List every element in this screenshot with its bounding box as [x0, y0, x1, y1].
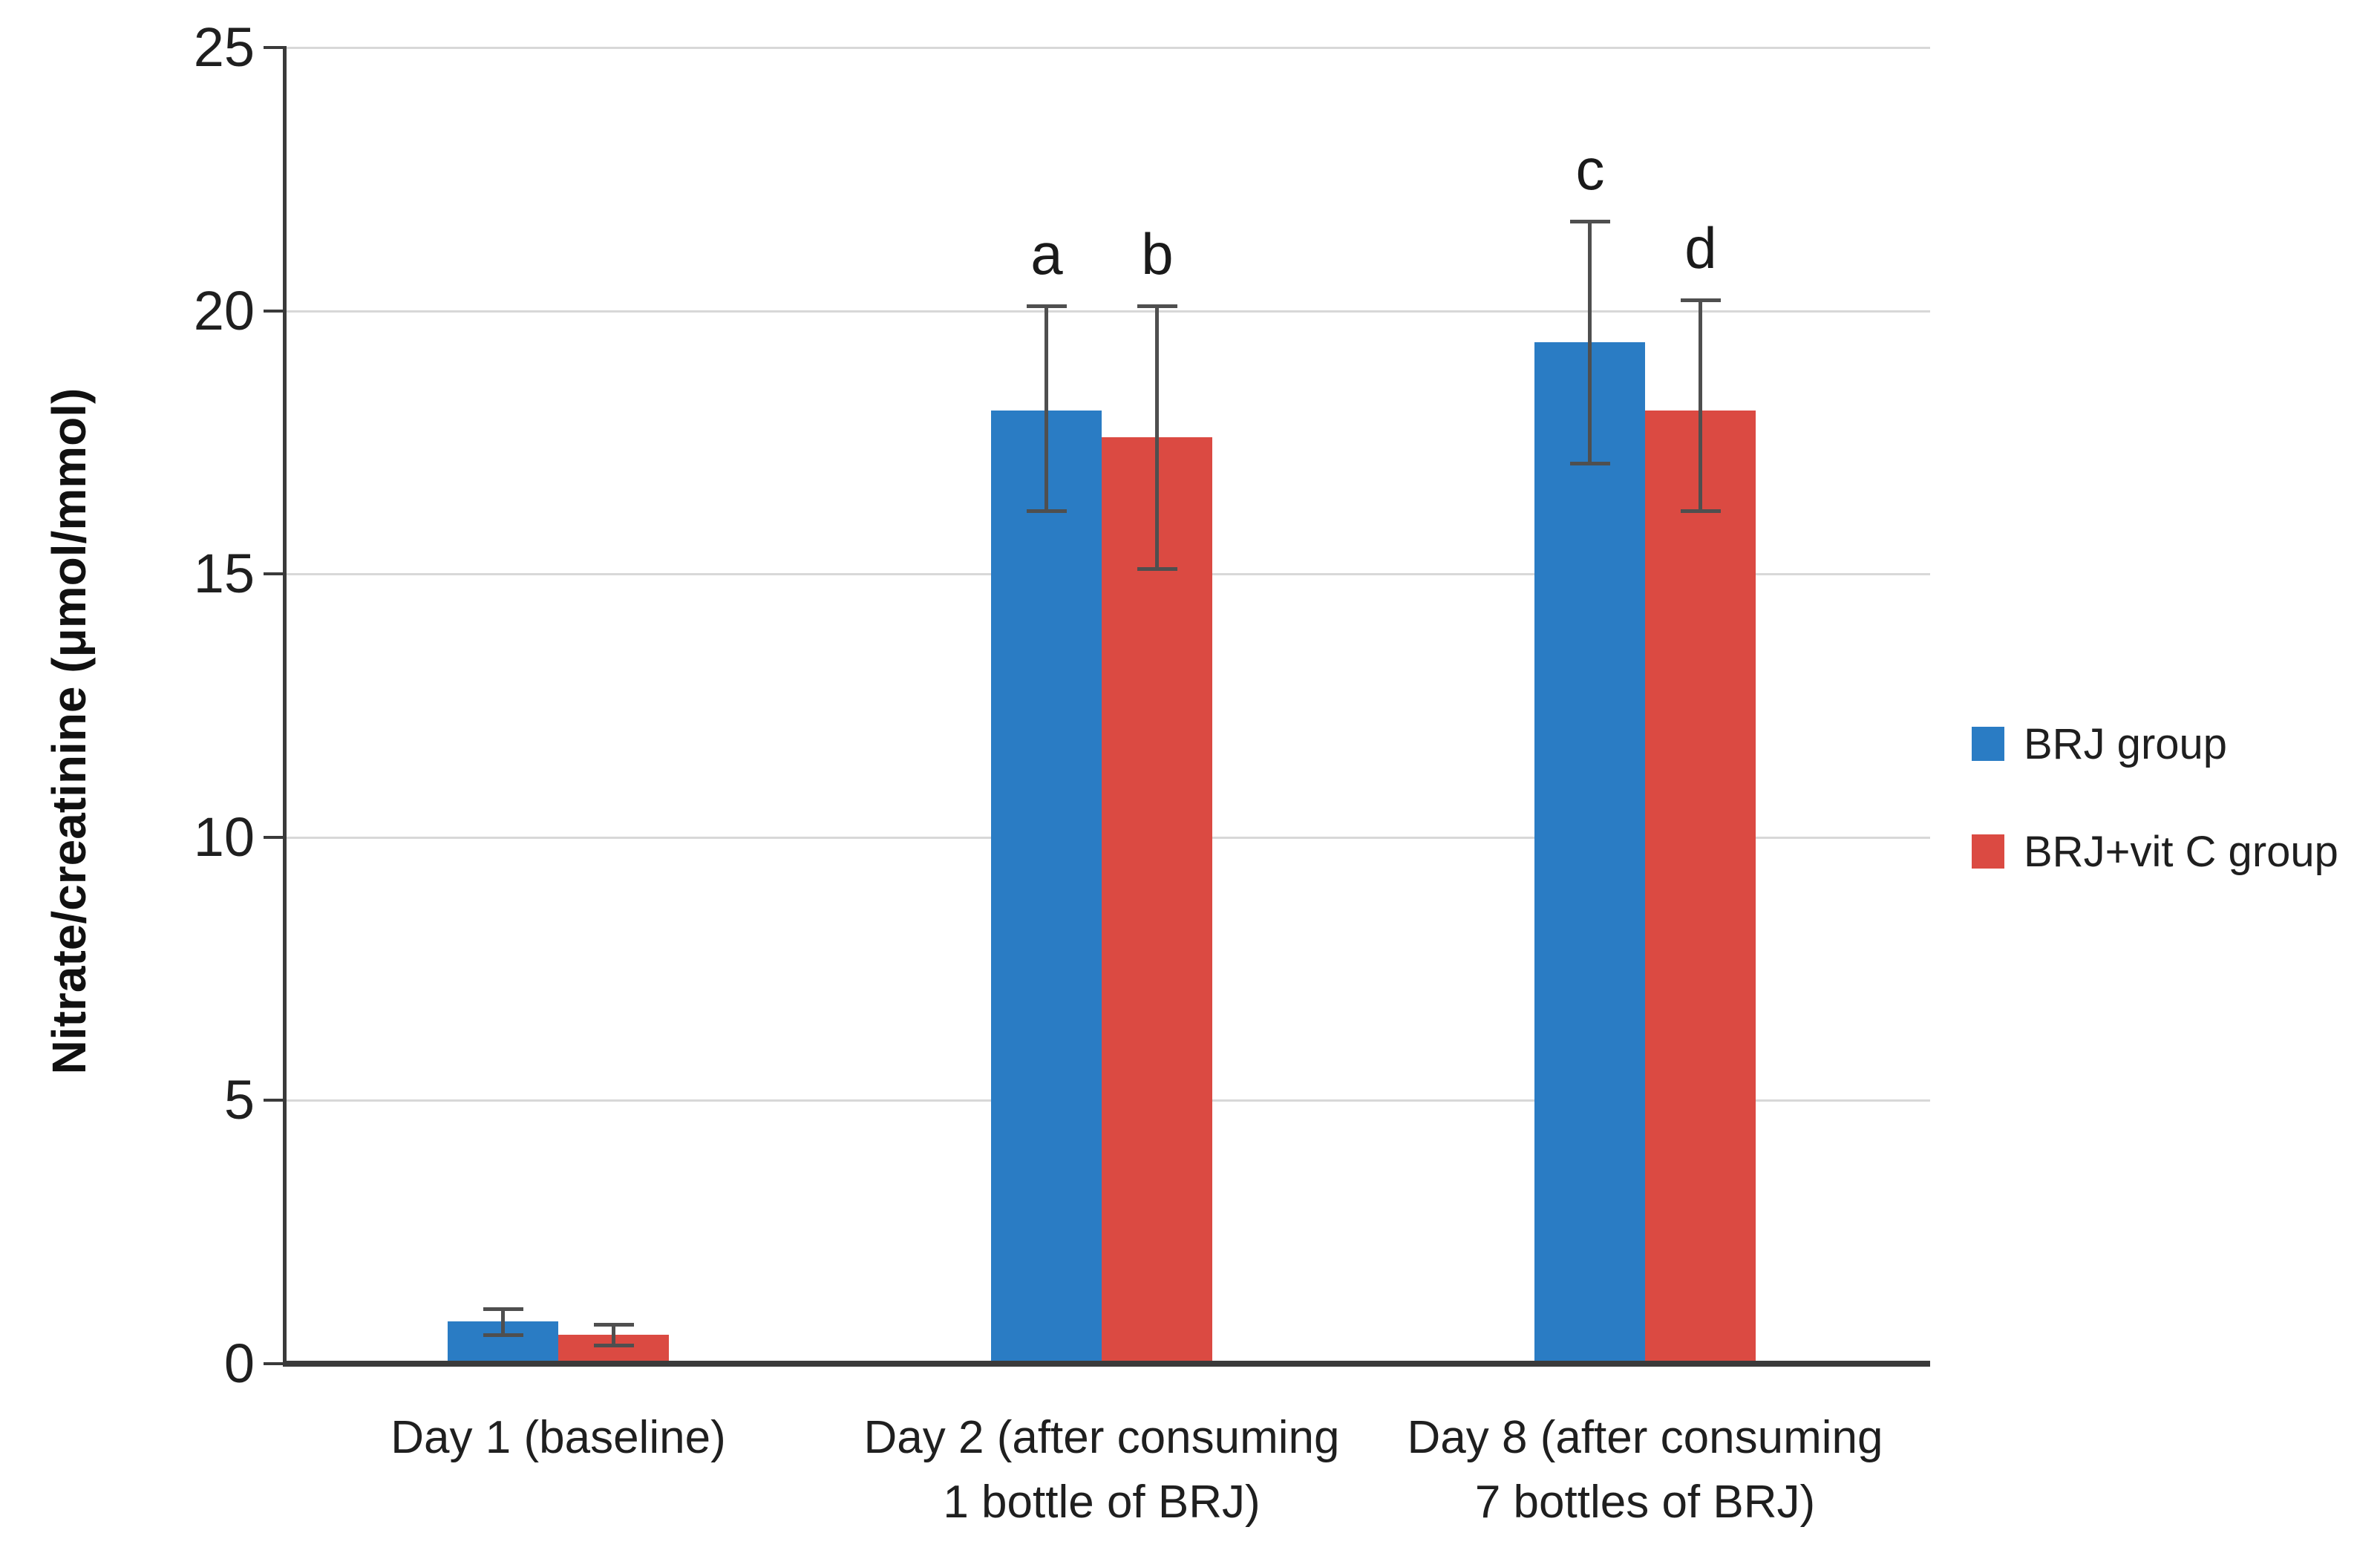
- bar-brj-vitc-cat2: [1102, 437, 1212, 1361]
- y-tick: [264, 836, 283, 839]
- error-bar-cap: [1570, 462, 1610, 465]
- y-axis-line: [283, 46, 287, 1367]
- significance-label: a: [1030, 221, 1063, 287]
- error-bar-cap: [1027, 509, 1067, 513]
- legend: BRJ group BRJ+vit C group: [1972, 719, 2338, 935]
- legend-swatch-brj-vitc-icon: [1972, 834, 2004, 869]
- significance-label: c: [1575, 137, 1605, 202]
- significance-label: b: [1141, 221, 1174, 287]
- legend-item-brj: BRJ group: [1972, 719, 2338, 768]
- y-tick: [264, 1099, 283, 1102]
- y-tick-label: 15: [193, 543, 255, 604]
- bar-brj-cat2: [991, 411, 1102, 1361]
- error-bar-line: [1588, 221, 1592, 463]
- y-axis-title: Nitrate/creatinine (μmol/mmol): [42, 388, 96, 1075]
- legend-item-brj-vitc: BRJ+vit C group: [1972, 827, 2338, 876]
- y-tick-label: 25: [193, 16, 255, 78]
- y-tick: [264, 310, 283, 313]
- x-axis-category-label: Day 1 (baseline): [390, 1412, 726, 1463]
- y-tick-label: 20: [193, 280, 255, 341]
- error-bar-line: [1699, 300, 1702, 511]
- error-bar-cap: [594, 1344, 634, 1347]
- y-tick: [264, 46, 283, 49]
- legend-swatch-brj-icon: [1972, 727, 2004, 761]
- x-axis-category-label: Day 2 (after consuming 1 bottle of BRJ): [863, 1412, 1340, 1528]
- error-bar-cap: [1681, 509, 1721, 513]
- legend-label-brj: BRJ group: [2024, 719, 2228, 768]
- gridline: [283, 310, 1930, 313]
- error-bar-cap: [1137, 567, 1177, 571]
- y-tick-label: 5: [223, 1069, 255, 1131]
- bar-brj-cat3: [1534, 342, 1645, 1361]
- error-bar-cap: [1137, 304, 1177, 308]
- legend-label-brj-vitc: BRJ+vit C group: [2024, 827, 2338, 876]
- x-axis-line: [283, 1361, 1930, 1367]
- error-bar-line: [1155, 306, 1159, 569]
- error-bar-line: [612, 1324, 615, 1345]
- bar-brj-vitc-cat3: [1645, 411, 1756, 1361]
- y-tick-label: 0: [223, 1333, 255, 1394]
- y-tick: [264, 572, 283, 575]
- error-bar-cap: [1681, 298, 1721, 302]
- error-bar-cap: [594, 1323, 634, 1327]
- error-bar-cap: [1570, 220, 1610, 223]
- y-tick-label: 10: [193, 806, 255, 868]
- gridline: [283, 47, 1930, 49]
- significance-label: d: [1684, 215, 1717, 281]
- error-bar-line: [501, 1309, 505, 1335]
- y-tick: [264, 1362, 283, 1365]
- error-bar-line: [1044, 306, 1048, 511]
- error-bar-cap: [483, 1333, 523, 1337]
- x-axis-category-label: Day 8 (after consuming 7 bottles of BRJ): [1407, 1412, 1883, 1528]
- error-bar-cap: [483, 1307, 523, 1311]
- error-bar-cap: [1027, 304, 1067, 308]
